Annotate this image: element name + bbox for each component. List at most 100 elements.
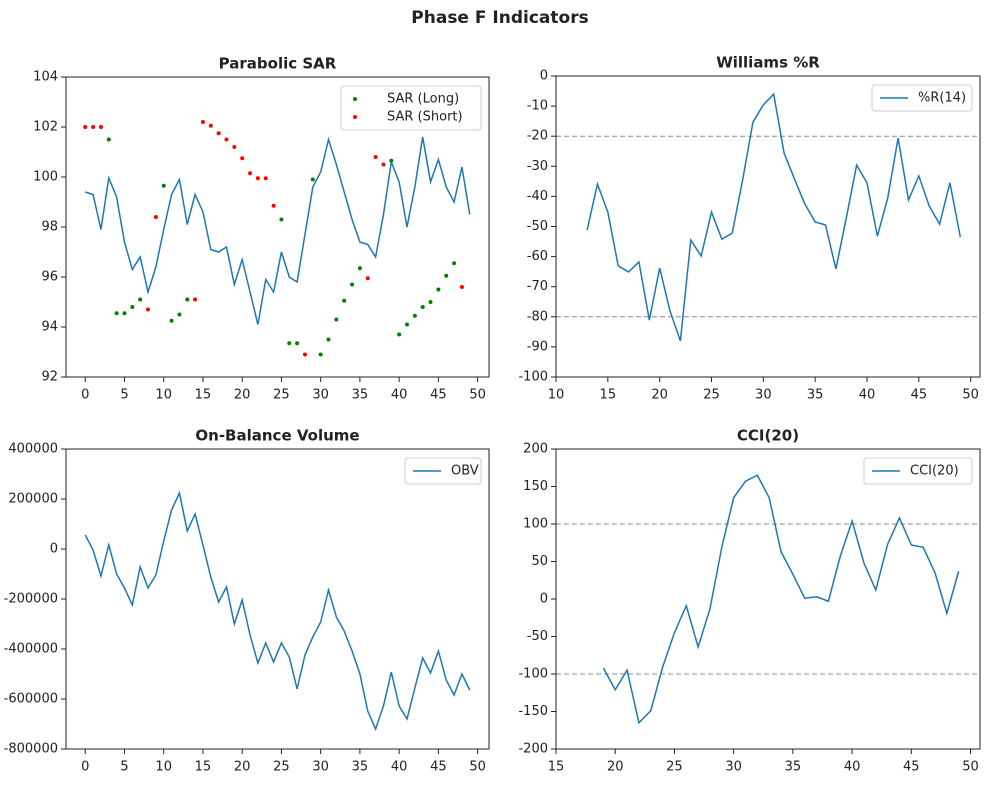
y-tick-label: 0	[540, 69, 548, 84]
plot-frame	[555, 75, 981, 378]
data-point	[342, 298, 347, 303]
x-tick-label: 20	[651, 388, 668, 403]
x-tick-label: 35	[785, 760, 802, 775]
x-tick-label: 35	[807, 388, 824, 403]
x-tick-label: 50	[469, 760, 486, 775]
data-point	[452, 261, 457, 266]
data-point	[138, 297, 143, 302]
x-tick-label: 40	[391, 760, 408, 775]
panel: On-Balance Volume -800000 -600000 -400000 -2…	[4, 427, 490, 775]
x-tick-label: 35	[352, 760, 369, 775]
data-point	[397, 332, 402, 337]
data-point	[146, 307, 151, 312]
data-point	[310, 177, 315, 182]
y-tick-label: 102	[33, 120, 58, 135]
panel-title: On-Balance Volume	[195, 427, 359, 445]
panel: CCI(20) -200 -150 -100 -50 0 50 100 150 200 15 20 25…	[518, 427, 981, 775]
panel: Williams %R-100-90-80-70-60-50-40-30-20-…	[518, 54, 981, 403]
data-point	[91, 125, 96, 129]
data-point	[255, 176, 260, 181]
data-point	[436, 287, 441, 292]
y-tick-label: 96	[41, 270, 58, 285]
x-tick-label: 45	[911, 388, 928, 403]
y-tick-label: 200	[523, 442, 548, 457]
y-tick-label: -50	[527, 629, 548, 644]
x-tick-label: 10	[155, 388, 172, 403]
x-tick-label: 25	[703, 388, 720, 403]
legend-marker	[353, 97, 357, 101]
legend-label: %R(14)	[918, 91, 966, 106]
x-tick-label: 15	[600, 388, 617, 403]
data-point	[428, 300, 433, 304]
data-point	[161, 183, 166, 188]
data-point	[459, 285, 464, 289]
y-tick-label: 100	[33, 170, 58, 185]
x-tick-label: 5	[120, 388, 128, 403]
legend-label: CCI(20)	[910, 464, 959, 479]
data-point	[185, 297, 190, 302]
y-tick-label: -200000	[4, 592, 58, 607]
x-tick-label: 45	[430, 388, 447, 403]
legend-box	[871, 84, 973, 112]
data-point	[279, 217, 284, 222]
x-tick-label: 50	[962, 388, 979, 403]
y-tick-label: 104	[33, 70, 58, 85]
y-tick-label: 50	[531, 554, 548, 569]
x-tick-label: 15	[195, 388, 212, 403]
data-point	[177, 312, 182, 317]
data-point	[271, 203, 276, 208]
data-line	[602, 474, 960, 725]
x-tick-label: 25	[273, 760, 290, 775]
legend-label: SAR (Short)	[387, 110, 463, 125]
plot-frame	[65, 448, 490, 750]
y-tick-label: -50	[527, 219, 548, 234]
x-tick-label: 30	[312, 760, 329, 775]
y-tick-label: -800000	[4, 742, 58, 757]
legend-box	[404, 457, 482, 485]
y-tick-label: 92	[41, 370, 58, 385]
legend-marker	[353, 115, 357, 119]
panel: Parabolic SAR 92 94 96 98 100 102 104 0 5 10 15 20 25…	[33, 55, 490, 403]
data-point	[420, 305, 425, 309]
x-tick-label: 10	[155, 760, 172, 775]
y-tick-label: -150	[518, 704, 548, 719]
x-tick-label: 40	[391, 388, 408, 403]
x-tick-label: 30	[725, 760, 742, 775]
legend-label: OBV	[451, 464, 479, 479]
data-point	[444, 273, 449, 278]
x-tick-label: 45	[430, 760, 447, 775]
data-point	[318, 352, 323, 357]
x-tick-label: 25	[666, 760, 683, 775]
data-line	[586, 92, 962, 342]
data-point	[334, 317, 339, 322]
data-point	[153, 215, 158, 219]
x-tick-label: 30	[755, 388, 772, 403]
legend: SAR (Long) SAR (Short)	[340, 85, 482, 131]
x-tick-label: 25	[273, 388, 290, 403]
data-point	[365, 276, 370, 281]
figure-title: Phase F Indicators	[411, 8, 588, 28]
data-point	[240, 156, 245, 161]
y-tick-label: 100	[523, 517, 548, 532]
legend: CCI(20)	[863, 457, 973, 485]
y-tick-label: -30	[527, 159, 548, 174]
y-tick-label: -100	[518, 667, 548, 682]
y-tick-label: 200000	[8, 492, 58, 507]
data-point	[302, 352, 307, 357]
data-point	[295, 341, 300, 346]
x-tick-label: 40	[859, 388, 876, 403]
plot-frame	[65, 76, 490, 378]
plot-frame	[555, 448, 981, 750]
y-tick-label: -60	[527, 249, 548, 264]
data-point	[404, 322, 409, 327]
y-tick-label: -200	[518, 742, 548, 757]
data-point	[381, 162, 386, 167]
y-tick-label: 0	[50, 542, 58, 557]
x-tick-label: 0	[81, 760, 89, 775]
data-point	[224, 137, 229, 142]
data-point	[169, 318, 174, 323]
data-point	[122, 311, 127, 316]
legend-label: SAR (Long)	[387, 92, 459, 107]
y-tick-label: -100	[518, 370, 548, 385]
